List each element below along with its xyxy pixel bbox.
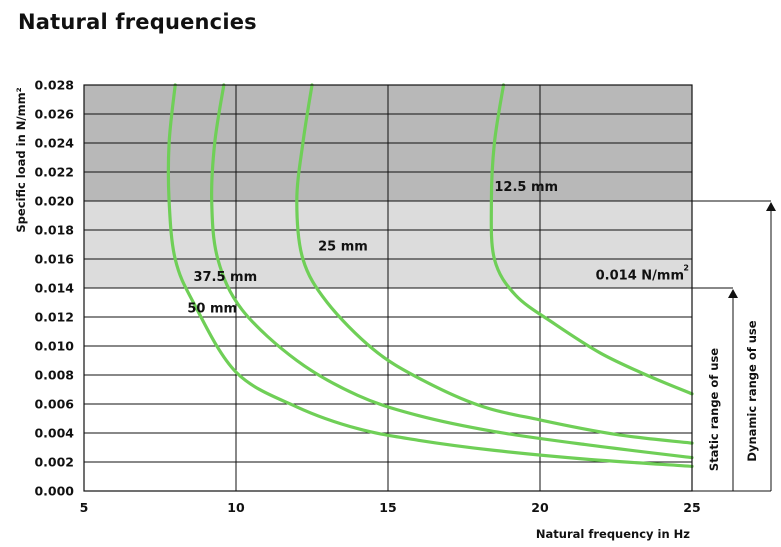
curve-label: 25 mm [318, 239, 368, 254]
y-tick-label: 0.022 [34, 165, 74, 180]
dynamic-range-label: Dynamic range of use [745, 320, 759, 461]
curve-50-mm [166, 83, 694, 468]
y-tick-label: 0.028 [34, 78, 74, 93]
static-level-label: 0.014 N/mm [596, 268, 684, 283]
curve-labels: 12.5 mm 25 mm 37.5 mm 50 mm 0.014 N/mm2 [187, 180, 689, 317]
y-tick-label: 0.002 [34, 455, 74, 470]
x-axis-label: Natural frequency in Hz [536, 527, 690, 541]
y-tick-label: 0.010 [34, 339, 74, 354]
y-tick-label: 0.006 [34, 397, 74, 412]
y-axis-label: Specific load in N/mm² [14, 87, 28, 232]
curve-label: 37.5 mm [193, 270, 257, 285]
y-tick-label: 0.024 [34, 136, 74, 151]
curve-25-mm [295, 83, 694, 445]
y-tick-label: 0.008 [34, 368, 74, 383]
curve-label: 50 mm [187, 302, 237, 317]
curve-label: 12.5 mm [494, 180, 558, 195]
frequency-curves [166, 83, 694, 468]
y-tick-label: 0.026 [34, 107, 74, 122]
y-tick-label: 0.004 [34, 426, 74, 441]
y-tick-label: 0.020 [34, 194, 74, 209]
static-range-label: Static range of use [707, 348, 721, 471]
curve-12-5-mm [489, 83, 694, 396]
tick-labels: 0.000 0.002 0.004 0.006 0.008 0.010 0.012 0.014… [34, 78, 700, 516]
x-tick-label: 20 [531, 500, 549, 515]
y-tick-label: 0.012 [34, 310, 74, 325]
curve-37-5-mm [210, 83, 694, 460]
x-tick-label: 25 [683, 500, 700, 515]
x-tick-label: 15 [379, 500, 396, 515]
x-tick-label: 5 [80, 500, 89, 515]
static-level-superscript: 2 [683, 264, 689, 273]
chart-title: Natural frequencies [18, 10, 257, 34]
x-tick-label: 10 [227, 500, 245, 515]
dynamic-range-arrowhead [766, 202, 776, 211]
y-tick-label: 0.018 [34, 223, 74, 238]
y-tick-label: 0.000 [34, 484, 74, 499]
y-tick-label: 0.014 [34, 281, 74, 296]
static-range-arrowhead [728, 289, 738, 298]
y-tick-label: 0.016 [34, 252, 74, 267]
range-arrows: Static range of use Dynamic range of use [692, 200, 776, 492]
